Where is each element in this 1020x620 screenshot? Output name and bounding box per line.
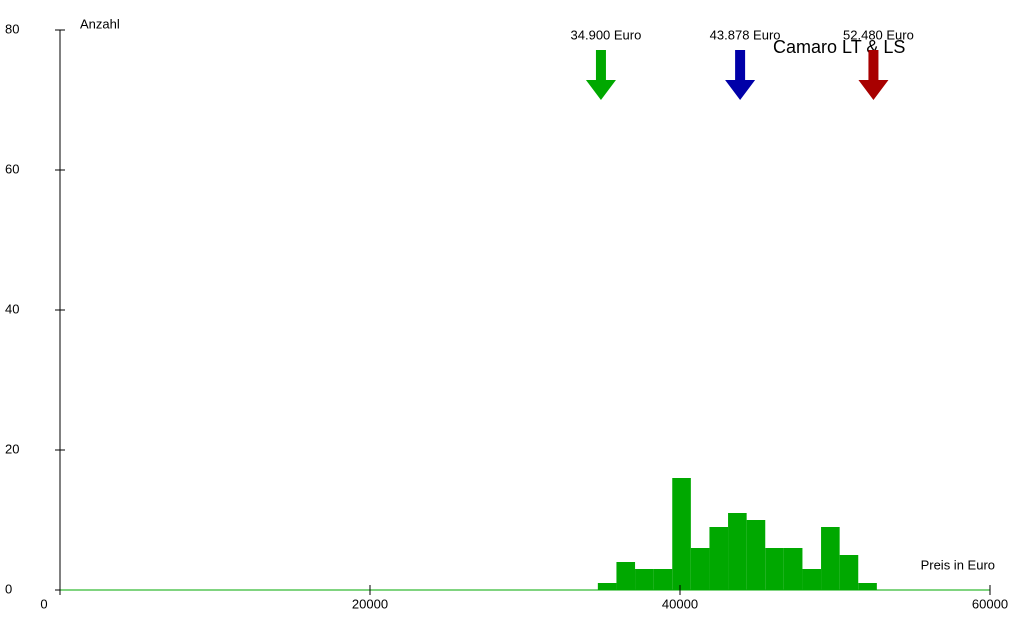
marker-arrow [858,50,889,100]
bar [653,569,673,590]
marker-arrow [725,50,756,100]
marker-label: 34.900 Euro [571,27,642,42]
y-tick-label: 0 [5,581,12,596]
bar [635,569,654,590]
marker-label: 43.878 Euro [710,27,781,42]
bar [802,569,822,590]
bar [746,520,766,590]
x-tick-label: 60000 [972,596,1008,611]
bar [709,527,729,590]
bar [728,513,747,590]
bar [672,478,691,590]
bar [597,583,617,590]
y-tick-label: 80 [5,21,19,36]
y-tick-label: 20 [5,441,19,456]
bar [821,527,840,590]
marker-arrow [585,50,616,100]
x-tick-label: 0 [40,596,47,611]
bar [765,548,784,590]
bar [839,555,859,590]
y-tick-label: 40 [5,301,19,316]
x-axis-label: Preis in Euro [921,557,995,572]
x-tick-label: 40000 [662,596,698,611]
y-tick-label: 60 [5,161,19,176]
bar [616,562,636,590]
y-axis-label: Anzahl [80,16,120,31]
marker-label: 52.480 Euro [843,27,914,42]
x-tick-label: 20000 [352,596,388,611]
bar [690,548,710,590]
bar [858,583,877,590]
bar [783,548,803,590]
